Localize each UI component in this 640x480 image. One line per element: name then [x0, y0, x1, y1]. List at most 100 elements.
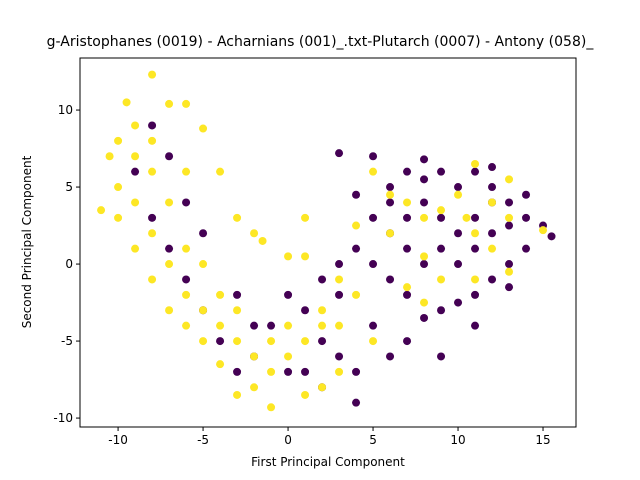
- point: [369, 321, 378, 330]
- point: [148, 229, 157, 238]
- point: [471, 213, 480, 222]
- point: [488, 275, 497, 284]
- point: [335, 260, 344, 269]
- y-tick-label: 10: [58, 103, 73, 117]
- point: [250, 229, 259, 238]
- point: [369, 213, 378, 222]
- point: [471, 290, 480, 299]
- point: [471, 244, 480, 253]
- point: [352, 244, 361, 253]
- point: [403, 213, 412, 222]
- y-tick-label: -10: [53, 411, 73, 425]
- point: [182, 167, 191, 176]
- point: [233, 306, 242, 315]
- point: [165, 244, 174, 253]
- point: [420, 198, 429, 207]
- y-tick-label: 5: [65, 180, 73, 194]
- point: [216, 360, 225, 369]
- point: [114, 136, 123, 145]
- point: [454, 298, 463, 307]
- point: [403, 198, 412, 207]
- point: [403, 244, 412, 253]
- point: [454, 260, 463, 269]
- point: [488, 244, 497, 253]
- point: [267, 321, 276, 330]
- point: [131, 198, 140, 207]
- point: [420, 313, 429, 322]
- point: [505, 221, 514, 230]
- point: [216, 321, 225, 330]
- point: [488, 183, 497, 192]
- point: [505, 260, 514, 269]
- point: [318, 383, 327, 392]
- point: [165, 260, 174, 269]
- point: [105, 152, 114, 161]
- point: [335, 149, 344, 158]
- point: [437, 213, 446, 222]
- point: [131, 244, 140, 253]
- x-tick-label: 0: [284, 433, 292, 447]
- point: [386, 229, 395, 238]
- point: [454, 190, 463, 199]
- x-tick-label: 5: [369, 433, 377, 447]
- point: [420, 252, 429, 261]
- point: [301, 390, 310, 399]
- point: [369, 337, 378, 346]
- point: [505, 175, 514, 184]
- point: [352, 398, 361, 407]
- point: [250, 352, 259, 361]
- y-tick-label: 0: [65, 257, 73, 271]
- point: [199, 260, 208, 269]
- point: [386, 352, 395, 361]
- point: [437, 306, 446, 315]
- y-axis-label: Second Principal Component: [20, 155, 34, 328]
- point: [182, 321, 191, 330]
- point: [369, 260, 378, 269]
- point: [284, 352, 293, 361]
- point: [182, 290, 191, 299]
- point: [522, 190, 531, 199]
- point: [114, 183, 123, 192]
- point: [437, 352, 446, 361]
- point: [505, 213, 514, 222]
- point: [182, 198, 191, 207]
- point: [505, 267, 514, 276]
- point: [182, 275, 191, 284]
- point: [301, 337, 310, 346]
- point: [420, 298, 429, 307]
- point: [420, 260, 429, 269]
- point: [233, 290, 242, 299]
- point: [233, 213, 242, 222]
- point: [122, 98, 131, 107]
- point: [131, 167, 140, 176]
- point: [233, 367, 242, 376]
- point: [437, 167, 446, 176]
- point: [437, 275, 446, 284]
- point: [301, 306, 310, 315]
- point: [97, 206, 106, 215]
- point: [148, 167, 157, 176]
- point: [148, 70, 157, 79]
- point: [199, 306, 208, 315]
- point: [522, 244, 531, 253]
- point: [437, 206, 446, 215]
- point: [301, 213, 310, 222]
- point: [471, 321, 480, 330]
- point: [335, 352, 344, 361]
- point: [471, 167, 480, 176]
- point: [148, 121, 157, 130]
- point: [369, 167, 378, 176]
- point: [454, 229, 463, 238]
- point: [301, 367, 310, 376]
- x-tick-label: -5: [197, 433, 209, 447]
- point: [284, 367, 293, 376]
- point: [488, 163, 497, 172]
- point: [318, 321, 327, 330]
- point: [522, 213, 531, 222]
- point: [403, 167, 412, 176]
- point: [131, 121, 140, 130]
- point: [352, 190, 361, 199]
- point: [148, 136, 157, 145]
- point: [182, 99, 191, 108]
